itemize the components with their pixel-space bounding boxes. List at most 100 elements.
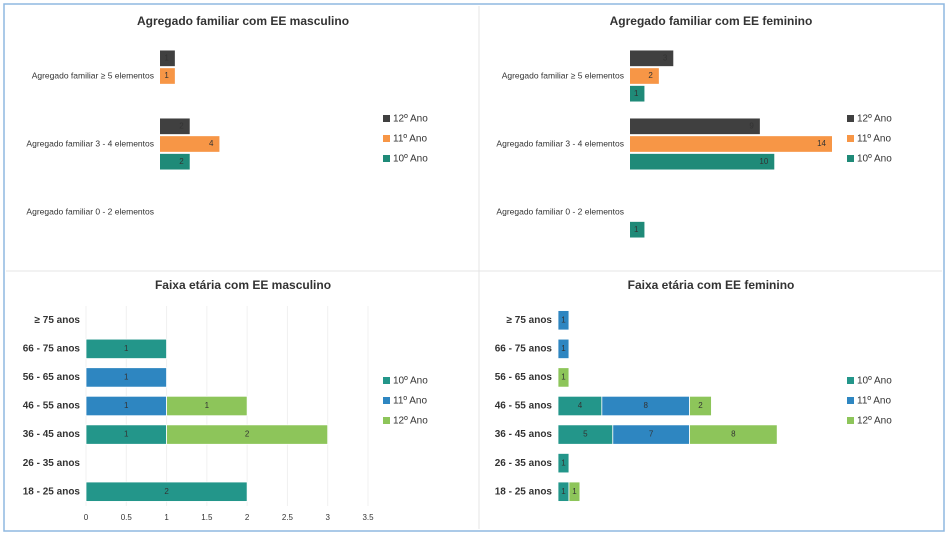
data-label: 8	[643, 401, 648, 410]
data-label: 2	[245, 430, 250, 439]
data-label: 1	[561, 344, 566, 353]
y-tick-label: 36 - 45 anos	[495, 429, 553, 440]
data-label: 1	[124, 373, 129, 382]
y-tick-label: Agregado familiar 0 - 2 elementos	[26, 206, 154, 216]
legend-swatch	[383, 115, 390, 122]
y-tick-label: 26 - 35 anos	[23, 458, 81, 469]
data-label: 1	[561, 373, 566, 382]
bar-segment	[689, 395, 712, 417]
data-label: 7	[649, 430, 654, 439]
bar-segment	[557, 453, 570, 474]
chart-title: Agregado familiar com EE masculino	[137, 14, 349, 28]
data-label: 1	[561, 315, 566, 324]
data-label: 9	[749, 121, 754, 130]
y-tick-label: 46 - 55 anos	[23, 401, 81, 412]
data-label: 1	[561, 487, 566, 496]
legend-label: 11º Ano	[393, 134, 427, 145]
data-label: 2	[179, 157, 184, 166]
legend-swatch	[847, 377, 854, 384]
data-label: 4	[209, 139, 214, 148]
data-label: 4	[578, 401, 583, 410]
data-label: 1	[164, 53, 169, 62]
bar-segment	[166, 395, 248, 417]
chart-title: Agregado familiar com EE feminino	[610, 14, 813, 28]
legend-label: 10º Ano	[857, 376, 892, 387]
bar	[630, 85, 645, 102]
data-label: 8	[731, 430, 736, 439]
chart-title: Faixa etária com EE masculino	[155, 278, 331, 292]
data-label: 2	[648, 71, 653, 80]
y-tick-label: Agregado familiar 3 - 4 elementos	[496, 138, 624, 148]
legend-label: 11º Ano	[393, 396, 427, 407]
data-label: 1	[124, 344, 129, 353]
legend-label: 10º Ano	[857, 154, 892, 165]
data-label: 1	[124, 430, 129, 439]
legend-swatch	[383, 417, 390, 424]
legend-swatch	[847, 397, 854, 404]
bar	[630, 153, 775, 170]
legend-label: 12º Ano	[393, 416, 428, 427]
y-tick-label: Agregado familiar 3 - 4 elementos	[26, 138, 154, 148]
legend-swatch	[383, 155, 390, 162]
x-tick-label: 2.5	[282, 513, 294, 522]
y-tick-label: 56 - 65 anos	[495, 372, 553, 383]
y-tick-label: 36 - 45 anos	[23, 429, 81, 440]
bar	[160, 136, 220, 152]
frame	[3, 3, 945, 532]
legend-swatch	[847, 155, 854, 162]
data-label: 1	[572, 487, 577, 496]
y-tick-label: ≥ 75 anos	[506, 315, 552, 326]
bar-segment	[568, 481, 581, 502]
data-label: 3	[663, 53, 668, 62]
y-tick-label: 66 - 75 anos	[23, 343, 81, 354]
y-tick-label: 18 - 25 anos	[23, 486, 81, 497]
bar	[160, 68, 175, 84]
legend-label: 11º Ano	[857, 396, 891, 407]
x-tick-label: 0.5	[121, 513, 133, 522]
y-tick-label: Agregado familiar 0 - 2 elementos	[496, 206, 624, 216]
bar-segment	[85, 338, 167, 359]
data-label: 5	[583, 430, 588, 439]
y-tick-label: 18 - 25 anos	[495, 486, 553, 497]
data-label: 1	[561, 458, 566, 467]
bar	[630, 221, 645, 238]
x-tick-label: 1	[164, 513, 169, 522]
data-label: 2	[698, 401, 703, 410]
data-label: 1	[634, 225, 639, 234]
legend-label: 10º Ano	[393, 376, 428, 387]
x-tick-label: 1.5	[201, 513, 213, 522]
bar	[160, 118, 190, 135]
x-tick-label: 3	[325, 513, 330, 522]
data-label: 2	[164, 487, 169, 496]
bar-segment	[557, 310, 570, 331]
y-tick-label: 46 - 55 anos	[495, 401, 553, 412]
legend-swatch	[383, 397, 390, 404]
bar-segment	[166, 424, 329, 445]
data-label: 1	[205, 401, 210, 410]
bar	[630, 136, 832, 152]
legend-swatch	[847, 115, 854, 122]
x-tick-label: 3.5	[362, 513, 374, 522]
data-label: 1	[124, 401, 129, 410]
bar	[630, 50, 674, 67]
data-label: 2	[179, 121, 184, 130]
legend-label: 12º Ano	[857, 416, 892, 427]
legend-label: 12º Ano	[857, 114, 892, 125]
data-label: 1	[634, 89, 639, 98]
chart-title: Faixa etária com EE feminino	[628, 278, 795, 292]
bar-segment	[557, 367, 570, 388]
bar	[160, 50, 175, 67]
legend-label: 10º Ano	[393, 154, 428, 165]
legend-swatch	[847, 417, 854, 424]
legend-label: 11º Ano	[857, 134, 891, 145]
data-label: 14	[817, 139, 826, 148]
bar-segment	[557, 338, 570, 359]
legend-swatch	[383, 135, 390, 142]
y-tick-label: Agregado familiar ≥ 5 elementos	[502, 70, 624, 80]
bar	[630, 118, 760, 135]
bar	[630, 68, 659, 84]
legend-label: 12º Ano	[393, 114, 428, 125]
bar-segment	[85, 367, 167, 388]
y-tick-label: 26 - 35 anos	[495, 458, 553, 469]
